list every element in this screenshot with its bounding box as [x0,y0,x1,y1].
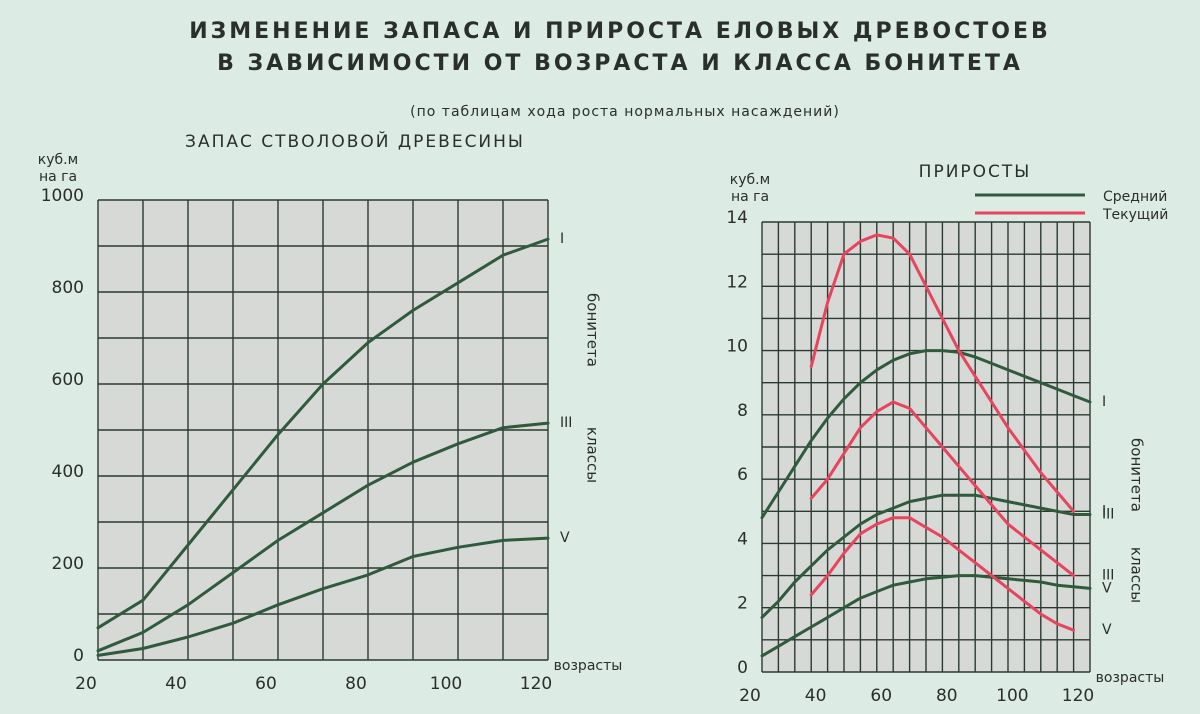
y-tick-label: 6 [737,465,748,485]
y-tick-label: 4 [737,529,748,549]
y-tick-label: 2 [737,594,748,614]
legend-label: Средний [1103,189,1167,205]
chart-title: ПРИРОСТЫ [919,162,1032,182]
side-label: бонитета [584,293,602,367]
x-tick-label: 60 [870,686,892,706]
series-line [809,516,1076,632]
x-tick-label: 80 [345,674,367,694]
y-tick-label: 200 [52,554,84,574]
y-tick-label: 0 [73,646,84,666]
series-line [96,421,550,653]
x-axis-label: возрасты [1096,670,1165,686]
series-line [809,400,1076,578]
y-axis-label: куб.м [38,152,78,168]
x-tick-label: 100 [996,686,1028,706]
y-tick-label: 1000 [41,186,84,206]
series-label: III [560,415,572,431]
series-label: I [1102,503,1106,519]
legend-label: Текущий [1102,207,1168,223]
title-line: ИЗМЕНЕНИЕ ЗАПАСА И ПРИРОСТА ЕЛОВЫХ ДРЕВО… [189,19,1051,44]
series-label: V [560,530,570,546]
x-tick-label: 40 [805,686,827,706]
series-line [760,574,1092,658]
x-tick-label: 120 [520,674,552,694]
y-tick-label: 800 [52,278,84,298]
series-line [809,233,1076,513]
y-axis-label: куб.м [730,172,770,188]
side-label: классы [584,427,602,483]
series-label: III [1102,568,1114,584]
y-tick-label: 8 [737,401,748,421]
x-tick-label: 40 [165,674,187,694]
x-tick-label: 60 [255,674,277,694]
y-tick-label: 600 [52,370,84,390]
x-tick-label: 20 [739,686,761,706]
side-label: классы [1128,547,1146,603]
y-tick-label: 12 [726,272,748,292]
subtitle: (по таблицам хода роста нормальных насаж… [410,104,840,120]
x-tick-label: 100 [430,674,462,694]
y-tick-label: 0 [737,658,748,678]
y-tick-label: 10 [726,337,748,357]
y-tick-label: 14 [726,208,748,228]
series-label: III [1102,507,1114,523]
y-axis-label: на га [731,189,769,205]
series-line [96,536,550,657]
y-axis-label: на га [39,169,77,185]
series-line [760,349,1092,520]
title-line: В ЗАВИСИМОСТИ ОТ ВОЗРАСТА И КЛАССА БОНИТ… [217,51,1023,76]
series-line [760,493,1092,619]
y-tick-label: 400 [52,462,84,482]
series-line [96,237,550,630]
side-label: бонитета [1128,438,1146,512]
series-label: I [1102,394,1106,410]
series-label: V [1102,622,1112,638]
series-label: V [1102,580,1112,596]
x-tick-label: 80 [936,686,958,706]
x-tick-label: 20 [75,674,97,694]
series-label: I [560,231,564,247]
x-axis-label: возрасты [554,658,623,674]
chart-title: ЗАПАС СТВОЛОВОЙ ДРЕВЕСИНЫ [185,130,525,152]
x-tick-label: 120 [1062,686,1094,706]
